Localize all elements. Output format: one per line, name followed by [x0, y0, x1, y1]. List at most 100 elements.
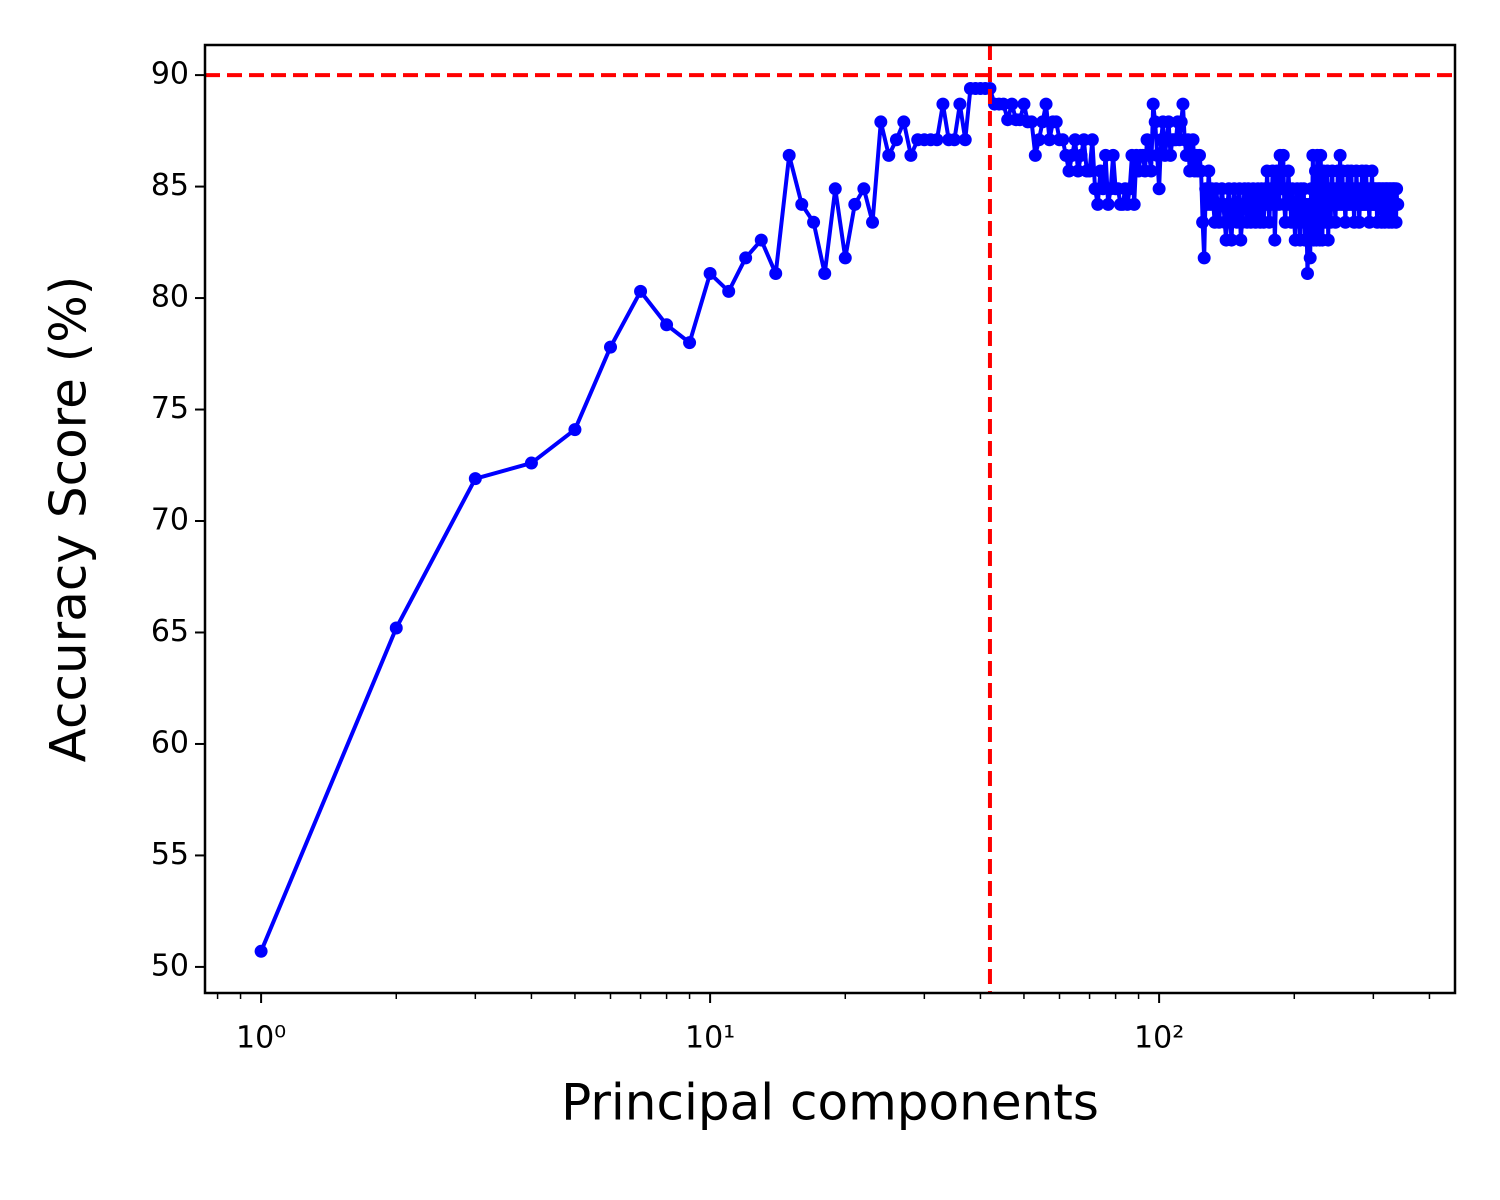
data-point — [1276, 148, 1290, 162]
data-point — [1333, 148, 1347, 162]
data-point — [947, 133, 961, 147]
y-tick-label: 55 — [151, 837, 189, 872]
data-point — [703, 267, 717, 281]
data-point — [795, 197, 809, 211]
data-point — [1017, 97, 1031, 111]
data-point — [1028, 148, 1042, 162]
data-point — [1085, 133, 1099, 147]
data-point — [1390, 182, 1404, 196]
data-point — [930, 133, 944, 147]
data-point — [1234, 233, 1248, 247]
data-point — [1005, 97, 1019, 111]
data-point — [660, 318, 674, 332]
data-point — [1036, 115, 1050, 129]
data-point — [1127, 197, 1141, 211]
data-point — [889, 133, 903, 147]
y-tick-label: 70 — [151, 503, 189, 538]
data-point — [1281, 164, 1295, 178]
x-tick-label: 10² — [1134, 1021, 1184, 1056]
data-point — [1176, 97, 1190, 111]
data-point — [1225, 233, 1239, 247]
y-tick-label: 60 — [151, 725, 189, 760]
data-point — [603, 340, 617, 354]
data-point — [838, 251, 852, 265]
data-point — [1152, 182, 1166, 196]
y-tick-label: 75 — [151, 391, 189, 426]
data-point — [1174, 115, 1188, 129]
data-point — [1391, 197, 1405, 211]
data-point — [1328, 215, 1342, 229]
data-point — [683, 336, 697, 350]
data-point — [904, 148, 918, 162]
data-point — [1065, 148, 1079, 162]
data-point — [1146, 97, 1160, 111]
y-tick-label: 65 — [151, 614, 189, 649]
data-point — [1262, 215, 1276, 229]
data-point — [983, 81, 997, 95]
data-point — [1091, 197, 1105, 211]
data-point — [1049, 115, 1063, 129]
data-point — [1314, 148, 1328, 162]
data-point — [848, 197, 862, 211]
data-point — [468, 472, 482, 486]
data-point — [1074, 148, 1088, 162]
data-point — [882, 148, 896, 162]
data-point — [897, 115, 911, 129]
data-point — [254, 944, 268, 958]
data-point — [1197, 251, 1211, 265]
data-point — [634, 284, 648, 298]
data-point — [1144, 164, 1158, 178]
data-point — [722, 284, 736, 298]
x-tick-label: 10⁰ — [236, 1021, 286, 1056]
data-point — [568, 423, 582, 437]
y-axis-label: Accuracy Score (%) — [40, 276, 98, 763]
data-point — [958, 133, 972, 147]
data-point — [1083, 164, 1097, 178]
data-point — [389, 621, 403, 635]
data-point — [782, 148, 796, 162]
data-point — [1140, 133, 1154, 147]
data-point — [524, 456, 538, 470]
x-axis-label: Principal components — [561, 1074, 1099, 1132]
data-point — [807, 215, 821, 229]
data-point — [1025, 115, 1039, 129]
data-point — [1032, 133, 1046, 147]
data-point — [828, 182, 842, 196]
data-point — [1365, 164, 1379, 178]
data-point — [1093, 164, 1107, 178]
data-point — [1162, 115, 1176, 129]
y-tick-label: 85 — [151, 168, 189, 203]
x-tick-label: 10¹ — [685, 1021, 735, 1056]
data-point — [818, 267, 832, 281]
data-point — [1163, 148, 1177, 162]
data-point — [1101, 197, 1115, 211]
data-point — [1303, 251, 1317, 265]
y-tick-label: 80 — [151, 280, 189, 315]
data-point — [953, 97, 967, 111]
data-point — [874, 115, 888, 129]
data-point — [739, 251, 753, 265]
data-point — [1186, 133, 1200, 147]
data-point — [1389, 215, 1403, 229]
data-point — [1202, 164, 1216, 178]
data-point — [1106, 148, 1120, 162]
data-point — [1268, 233, 1282, 247]
data-point — [857, 182, 871, 196]
data-point — [1056, 133, 1070, 147]
data-point — [1196, 215, 1210, 229]
data-point — [866, 215, 880, 229]
data-point — [1123, 182, 1137, 196]
plot-frame — [203, 43, 1457, 995]
data-point — [936, 97, 950, 111]
data-point — [1321, 233, 1335, 247]
data-point — [769, 267, 783, 281]
data-point — [754, 233, 768, 247]
data-point — [1039, 97, 1053, 111]
data-point — [1062, 164, 1076, 178]
y-tick-label: 50 — [151, 948, 189, 983]
data-point — [1300, 267, 1314, 281]
data-point — [1352, 215, 1366, 229]
y-tick-label: 90 — [151, 57, 189, 92]
data-point — [1192, 148, 1206, 162]
